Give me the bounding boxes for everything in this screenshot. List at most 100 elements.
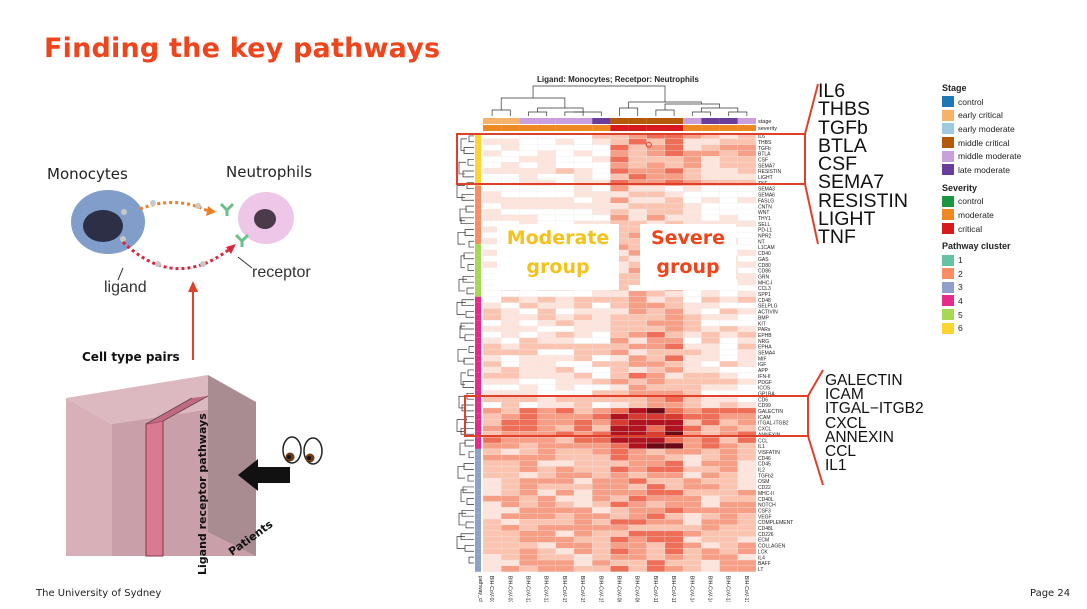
footer-university: The University of Sydney (36, 588, 162, 599)
legend-label: middle critical (958, 137, 1010, 148)
dendrogram-branch (574, 111, 602, 116)
dendrogram-branch (456, 185, 465, 198)
legend-item: 3 (942, 281, 1021, 295)
legend-item: middle moderate (942, 149, 1021, 163)
severity-cell (592, 125, 611, 131)
cluster-cell (475, 349, 481, 356)
dendrogram-branch (468, 556, 474, 564)
legend-swatch (942, 223, 954, 235)
cluster-cell (475, 448, 481, 455)
receptor-icon (219, 202, 250, 247)
severity-cell (574, 125, 593, 131)
severity-cell (483, 125, 502, 131)
legend-label: 5 (958, 309, 963, 320)
dendrogram-branch (468, 346, 474, 353)
legend-item: 2 (942, 267, 1021, 281)
severe-group-label: Severe group (640, 224, 736, 290)
dendrogram-branch (664, 103, 720, 110)
legend-swatch (942, 123, 954, 135)
column-dendrogram (491, 85, 748, 116)
cluster-cell (475, 484, 481, 490)
cluster-cell (475, 560, 481, 566)
cluster-cell (475, 250, 481, 256)
severity-cell (701, 125, 720, 131)
cluster-cell (475, 302, 481, 309)
eyes-icon (282, 436, 323, 465)
orange-signal-arrow (139, 200, 209, 213)
legend-item: 4 (942, 294, 1021, 308)
cluster-cell (475, 413, 481, 420)
gene-label: GALECTIN (825, 372, 903, 389)
annotation-label: stage (758, 119, 771, 125)
cluster-cell (475, 314, 481, 321)
stage-cell (537, 118, 556, 124)
cluster-cell (475, 519, 481, 525)
legend-item: 1 (942, 253, 1021, 267)
legend-label: early moderate (958, 123, 1015, 134)
dendrogram-branch (701, 107, 739, 112)
cluster-cell (475, 273, 481, 280)
neutrophil-cell (238, 192, 294, 244)
dendrogram-branch (460, 372, 466, 385)
cluster-cell (475, 501, 481, 508)
dendrogram-branch (467, 158, 474, 166)
legend-item: early moderate (942, 122, 1021, 136)
cluster-cell (475, 378, 481, 385)
cell-type-pairs-label: Cell type pairs (82, 350, 180, 364)
gene-label: ANNEXIN (825, 428, 894, 446)
monocytes-label: Monocytes (47, 165, 128, 183)
stage-cell (683, 118, 702, 124)
dendrogram-branch (456, 419, 467, 432)
severity-cell (665, 125, 684, 131)
top-highlight-box (456, 133, 806, 185)
cluster-cell (475, 355, 481, 362)
cluster-cell (475, 419, 481, 426)
legend-stage-title: Stage (942, 83, 967, 93)
legend-label: moderate (958, 209, 994, 220)
gene-label: ITGAL−ITGB2 (825, 400, 924, 418)
severity-cell (537, 125, 556, 131)
cluster-cell (475, 390, 481, 397)
cluster-cell (475, 530, 481, 537)
bottom-bracket-line (807, 369, 824, 397)
legend-label: 1 (958, 255, 963, 266)
cluster-cell (475, 238, 481, 245)
legend-label: control (958, 196, 984, 207)
monocyte-cell (71, 190, 145, 254)
bottom-highlight-box (464, 395, 809, 437)
legend-swatch (942, 295, 954, 307)
annotation-label: severity (758, 126, 777, 132)
cluster-cell (475, 565, 481, 572)
cluster-cell (475, 209, 481, 215)
cluster-cell (475, 454, 481, 461)
cluster-cell (475, 173, 481, 180)
cluster-cell (475, 168, 481, 174)
stage-cell (719, 118, 738, 124)
legend-severity-title: Severity (942, 182, 978, 193)
cluster-cell (475, 337, 481, 344)
cluster-cell (475, 542, 481, 549)
dendrogram-branch (460, 255, 465, 268)
dendrogram-branch (456, 536, 465, 549)
legend-swatch (942, 195, 954, 207)
legend-label: late moderate (958, 164, 1010, 175)
dendrogram-branch (458, 512, 466, 526)
black-arrow-icon (238, 459, 290, 491)
cluster-cell (475, 536, 481, 543)
cluster-cell (475, 407, 481, 414)
cluster-cell (475, 279, 481, 286)
ligand-label: ligand (104, 279, 147, 296)
stage-cell (610, 118, 629, 124)
cluster-cell (475, 402, 481, 408)
legend-label: 3 (958, 282, 963, 293)
stage-cell (574, 118, 593, 124)
stage-cell (519, 118, 538, 124)
legend-swatch (942, 96, 954, 108)
cluster-cell (475, 156, 481, 163)
legend-swatch (942, 164, 954, 176)
legend-swatch (942, 209, 954, 221)
neutrophils-label: Neutrophils (226, 163, 313, 181)
cluster-cell (475, 554, 481, 561)
cluster-cell (475, 214, 481, 221)
